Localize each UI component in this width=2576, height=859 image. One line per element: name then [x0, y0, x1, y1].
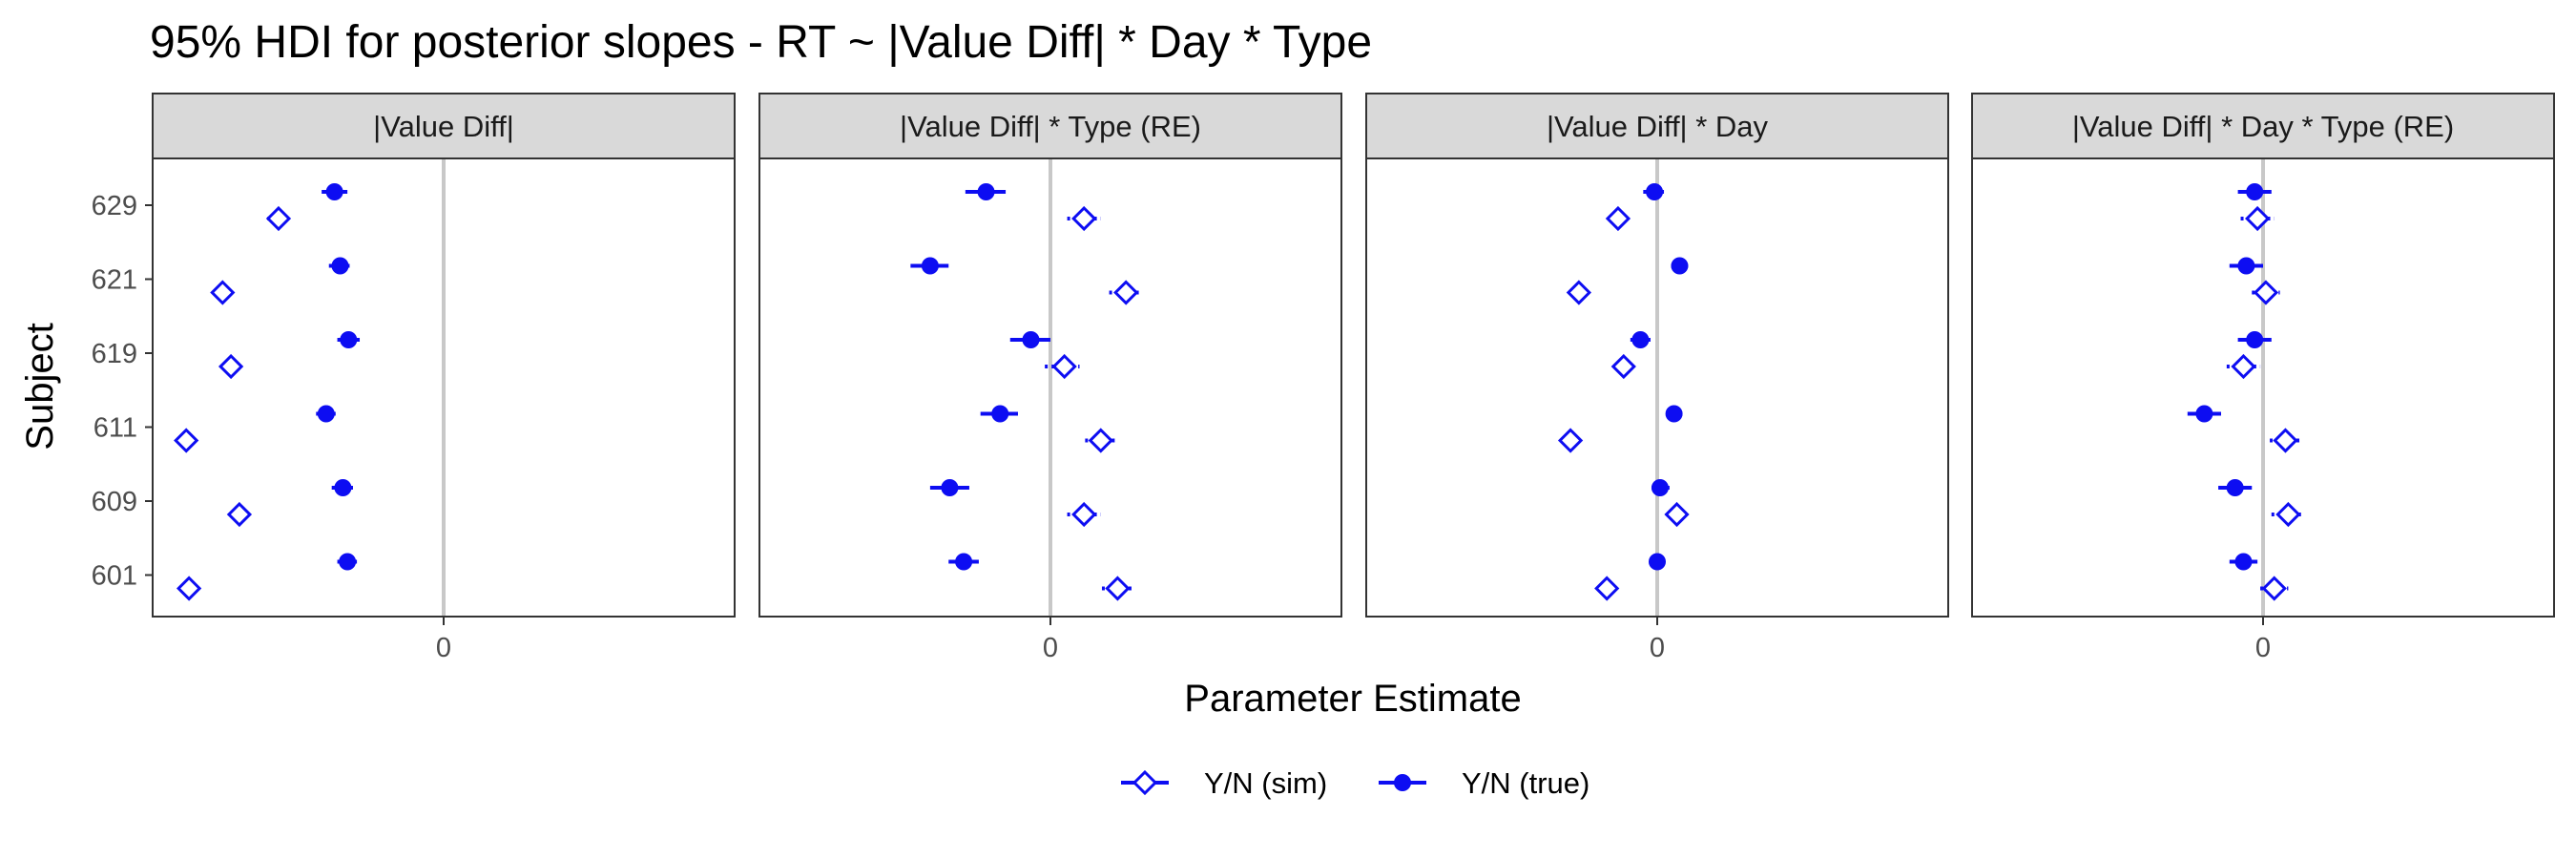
point-true: [1665, 405, 1683, 423]
point-sim: [1610, 353, 1636, 380]
point-true: [2195, 405, 2213, 423]
point-sim: [177, 576, 202, 601]
y-tick-label: 601: [92, 561, 137, 592]
facet-4: |Value Diff| * Day * Type (RE) 0: [1971, 93, 2555, 663]
point-true: [334, 479, 352, 496]
facet-strip: [1365, 93, 1949, 159]
point-true: [1671, 257, 1689, 275]
y-tick-label: 609: [92, 487, 137, 517]
point-sim: [218, 353, 244, 380]
y-tick-label: 611: [93, 413, 137, 444]
legend-label-sim: Y/N (sim): [1204, 766, 1327, 800]
facet-1: |Value Diff| 629 621 619 611 609 601 0: [92, 93, 736, 663]
point-sim: [2273, 428, 2298, 453]
point-sim: [1071, 501, 1097, 528]
legend-label-true: Y/N (true): [1462, 766, 1589, 800]
point-true: [2246, 331, 2264, 348]
x-axis-title: Parameter Estimate: [1184, 678, 1521, 720]
point-true: [991, 405, 1009, 423]
facet-label: |Value Diff| * Day * Type (RE): [2072, 110, 2454, 143]
point-sim: [265, 205, 292, 232]
point-sim: [1566, 280, 1592, 305]
point-sim: [1088, 428, 1113, 453]
y-tick-label: 621: [92, 265, 137, 296]
facet-3: |Value Diff| * Day 0: [1365, 93, 1949, 663]
point-true: [1649, 553, 1666, 571]
point-sim: [1113, 280, 1139, 305]
point-sim: [2253, 280, 2279, 305]
point-true: [1646, 183, 1664, 200]
point-true: [2226, 479, 2244, 496]
point-true: [2237, 257, 2255, 275]
y-axis-title: Subject: [19, 323, 61, 450]
point-true: [340, 331, 358, 348]
point-true: [2246, 183, 2264, 200]
legend-key-true-dot: [1394, 774, 1411, 791]
point-sim: [2231, 353, 2256, 380]
point-sim: [1605, 205, 1631, 232]
x-tick-label: 0: [1043, 633, 1058, 663]
point-true: [339, 553, 357, 571]
point-sim: [1071, 205, 1097, 232]
point-sim: [2261, 576, 2287, 601]
legend-key-sim-diamond: [1132, 769, 1158, 796]
legend: Y/N (sim) Y/N (true): [1121, 766, 1589, 800]
y-tick-label: 619: [92, 339, 137, 369]
point-sim: [1664, 501, 1690, 528]
point-true: [955, 553, 973, 571]
chart-title: 95% HDI for posterior slopes - RT ~ |Val…: [150, 17, 1372, 68]
x-tick-label: 0: [1650, 633, 1665, 663]
point-sim: [174, 428, 199, 453]
facet-strip: [1971, 93, 2555, 159]
facet-label: |Value Diff|: [373, 110, 514, 143]
point-true: [2234, 553, 2253, 571]
point-sim: [210, 280, 236, 305]
point-true: [317, 405, 335, 423]
point-sim: [1051, 353, 1077, 380]
point-sim: [226, 501, 253, 528]
point-true: [1631, 331, 1650, 348]
point-sim: [1105, 576, 1131, 601]
point-true: [1022, 331, 1040, 348]
facet-label: |Value Diff| * Day: [1547, 110, 1769, 143]
point-true: [325, 183, 343, 200]
point-sim: [1557, 428, 1584, 453]
facet-label: |Value Diff| * Type (RE): [900, 110, 1201, 143]
x-tick-label: 0: [436, 633, 451, 663]
point-true: [921, 257, 939, 275]
point-true: [331, 257, 349, 275]
y-tick-label: 629: [92, 191, 137, 221]
point-true: [941, 479, 959, 496]
point-sim: [2245, 205, 2271, 232]
point-true: [1651, 479, 1669, 496]
point-sim: [1594, 576, 1620, 601]
point-sim: [2275, 501, 2301, 528]
point-true: [977, 183, 995, 200]
facet-strip: [758, 93, 1342, 159]
x-tick-label: 0: [2255, 633, 2271, 663]
facet-2: |Value Diff| * Type (RE) 0: [758, 93, 1342, 663]
facet-strip: [152, 93, 736, 159]
